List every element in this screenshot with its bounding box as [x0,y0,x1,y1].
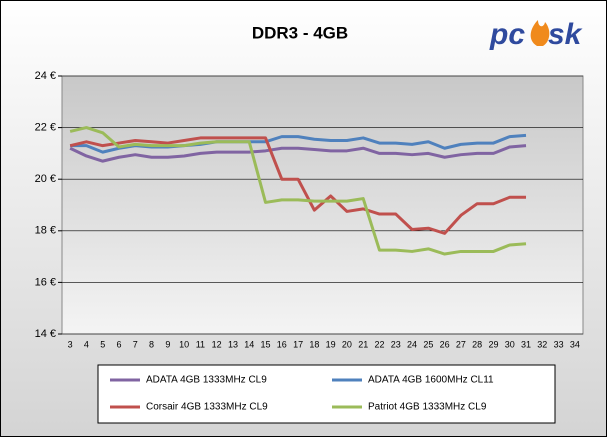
legend [97,364,556,424]
legend-label: Corsair 4GB 1333MHz CL9 [146,402,268,413]
y-tick-label: 14 € [35,328,56,340]
legend-label: ADATA 4GB 1333MHz CL9 [146,375,267,386]
series-line [69,136,527,235]
x-tick-label: 5 [100,339,105,349]
x-tick-label: 28 [472,339,482,349]
y-tick-label: 16 € [35,276,56,288]
logo-text: pc [489,18,525,51]
x-tick-label: 32 [537,339,547,349]
x-tick-label: 17 [293,339,303,349]
y-tick-label: 18 € [35,225,56,237]
x-tick-label: 12 [212,339,222,349]
x-tick-label: 30 [505,339,515,349]
x-tick-label: 9 [165,339,170,349]
chart-title: DDR3 - 4GB [252,23,348,42]
x-tick-label: 20 [342,339,352,349]
x-tick-label: 11 [196,339,205,349]
x-tick-label: 4 [84,339,89,349]
x-tick-label: 3 [68,339,73,349]
x-tick-label: 7 [133,339,138,349]
series-line [69,126,527,256]
x-tick-label: 31 [521,339,531,349]
x-tick-label: 10 [179,339,189,349]
logo: pc sk [489,18,583,51]
x-tick-label: 23 [391,339,401,349]
y-tick-label: 20 € [35,173,56,185]
x-tick-label: 29 [488,339,498,349]
x-tick-label: 6 [116,339,121,349]
x-tick-label: 33 [554,339,564,349]
x-tick-label: 25 [423,339,433,349]
x-tick-label: 19 [326,339,336,349]
x-tick-label: 24 [407,339,417,349]
logo-text: sk [548,18,583,51]
logo-flame [530,20,550,46]
x-tick-label: 21 [358,339,368,349]
series-line [69,144,527,163]
x-tick-label: 27 [456,339,466,349]
x-tick-label: 16 [277,339,287,349]
x-tick-label: 22 [374,339,384,349]
y-tick-label: 22 € [35,122,56,134]
x-tick-label: 34 [570,339,580,349]
x-tick-label: 14 [244,339,254,349]
x-tick-label: 8 [149,339,154,349]
x-tick-label: 13 [228,339,238,349]
x-tick-label: 26 [440,339,450,349]
x-tick-label: 15 [261,339,271,349]
y-tick-label: 24 € [35,70,56,82]
x-tick-label: 18 [309,339,319,349]
legend-label: ADATA 4GB 1600MHz CL11 [368,375,494,386]
legend-label: Patriot 4GB 1333MHz CL9 [368,402,487,413]
